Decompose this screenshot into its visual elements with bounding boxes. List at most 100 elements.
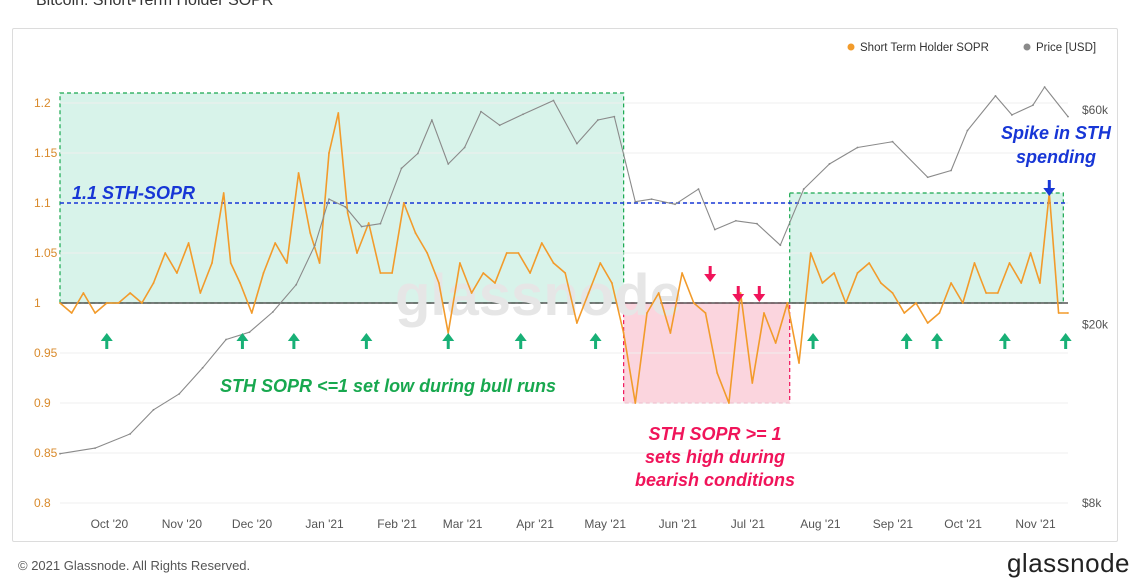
series-0-point-67 bbox=[821, 282, 824, 284]
series-0-point-68 bbox=[833, 272, 836, 274]
low-arrow-1-head bbox=[236, 333, 249, 341]
series-0-point-28 bbox=[367, 222, 370, 224]
legend-label-price: Price [USD] bbox=[1036, 42, 1096, 54]
y-tick-label-4: 1 bbox=[34, 296, 41, 310]
low-arrow-0 bbox=[100, 333, 113, 349]
series-0-point-78 bbox=[950, 282, 952, 284]
series-0-point-74 bbox=[903, 312, 906, 314]
series-0-point-65 bbox=[798, 362, 800, 364]
series-0-point-49 bbox=[611, 282, 613, 284]
series-0-point-37 bbox=[470, 292, 473, 294]
series-1-point-38 bbox=[891, 140, 894, 143]
low-arrow-8 bbox=[900, 333, 913, 349]
series-0-point-61 bbox=[751, 382, 754, 384]
x-tick-label-12: Oct '21 bbox=[944, 517, 982, 531]
series-0-point-79 bbox=[961, 302, 964, 304]
series-0-point-23 bbox=[318, 262, 321, 264]
series-0-point-51 bbox=[634, 402, 637, 404]
series-0-point-64 bbox=[786, 302, 789, 304]
series-0-point-77 bbox=[938, 312, 941, 314]
series-1-point-39 bbox=[926, 176, 929, 179]
series-1-point-22 bbox=[522, 113, 524, 116]
legend-label-sopr: Short Term Holder SOPR bbox=[860, 42, 989, 54]
series-0-point-17 bbox=[250, 312, 253, 314]
series-0-point-57 bbox=[704, 312, 707, 314]
high-arrow-2-head bbox=[753, 294, 766, 302]
x-tick-label-11: Sep '21 bbox=[873, 517, 914, 531]
series-1-point-3 bbox=[152, 408, 155, 411]
series-1-point-26 bbox=[613, 115, 616, 118]
series-1-point-30 bbox=[697, 188, 700, 190]
low-arrow-5-head bbox=[514, 333, 527, 341]
series-0-point-22 bbox=[309, 232, 312, 234]
series-line-0 bbox=[59, 112, 1068, 404]
series-1-point-42 bbox=[994, 94, 997, 97]
series-0-point-26 bbox=[346, 212, 349, 214]
series-1-point-5 bbox=[201, 366, 204, 369]
series-1-point-20 bbox=[480, 110, 482, 113]
x-tick-label-13: Nov '21 bbox=[1015, 517, 1056, 531]
x-tick-label-9: Jul '21 bbox=[731, 517, 766, 531]
series-0-point-70 bbox=[856, 272, 859, 274]
series-1-point-6 bbox=[225, 338, 227, 341]
series-1-point-14 bbox=[379, 222, 382, 225]
series-0-point-82 bbox=[996, 292, 999, 294]
series-1-point-44 bbox=[1032, 104, 1034, 107]
low-arrow-3-head bbox=[360, 333, 373, 341]
series-0-point-10 bbox=[176, 272, 178, 274]
low-arrow-9-head bbox=[931, 333, 944, 341]
series-1-point-2 bbox=[129, 433, 132, 435]
series-1-point-31 bbox=[713, 228, 716, 231]
x-tick-label-1: Nov '20 bbox=[162, 517, 203, 531]
series-0-point-48 bbox=[599, 262, 602, 264]
series-0-point-63 bbox=[774, 342, 777, 344]
series-0-point-15 bbox=[229, 262, 232, 264]
legend-marker-price bbox=[1023, 43, 1031, 51]
series-0-point-53 bbox=[657, 292, 660, 294]
series-1-point-9 bbox=[295, 283, 298, 286]
series-0-point-12 bbox=[199, 292, 202, 294]
series-1-point-4 bbox=[178, 392, 181, 395]
series-1-point-0 bbox=[59, 452, 61, 455]
shaded-region-2 bbox=[789, 192, 1064, 304]
series-0-point-73 bbox=[891, 292, 894, 294]
x-tick-label-8: Jun '21 bbox=[659, 517, 698, 531]
series-1-point-46 bbox=[1067, 115, 1069, 118]
series-0-point-32 bbox=[414, 232, 417, 234]
series-0-point-5 bbox=[117, 302, 120, 304]
series-0-point-44 bbox=[552, 262, 555, 264]
series-0-point-81 bbox=[985, 292, 988, 294]
series-1-point-17 bbox=[430, 119, 433, 121]
low-arrow-11-head bbox=[1059, 333, 1072, 341]
x-tick-label-6: Apr '21 bbox=[516, 517, 554, 531]
series-0-point-66 bbox=[809, 252, 812, 254]
series-0-point-13 bbox=[211, 262, 213, 264]
x-tick-label-4: Feb '21 bbox=[377, 517, 417, 531]
series-0-point-2 bbox=[82, 292, 85, 294]
low-arrow-4-head bbox=[442, 333, 455, 341]
series-0-point-45 bbox=[564, 272, 567, 274]
y-tick-label-5: 1.05 bbox=[34, 246, 58, 260]
x-tick-label-3: Jan '21 bbox=[305, 517, 344, 531]
page-title: Bitcoin: Short-Term Holder SOPR bbox=[36, 0, 274, 9]
series-1-point-28 bbox=[650, 198, 653, 200]
watermark: glassnode bbox=[395, 263, 682, 328]
series-1-point-40 bbox=[950, 169, 952, 172]
series-0-point-25 bbox=[337, 112, 340, 114]
low-arrow-5 bbox=[514, 333, 527, 349]
y-tick-label-7: 1.15 bbox=[34, 146, 58, 160]
bear-annotation-line-2: sets high during bbox=[645, 447, 785, 467]
y-right-tick-label-1: $20k bbox=[1082, 317, 1109, 331]
series-0-point-88 bbox=[1057, 312, 1060, 314]
high-arrow-0-head bbox=[704, 274, 717, 282]
series-1-point-34 bbox=[779, 244, 782, 247]
low-arrow-7-head bbox=[807, 333, 820, 341]
low-arrow-4 bbox=[442, 333, 455, 349]
bear-annotation-line-3: bearish conditions bbox=[635, 470, 795, 490]
series-0-point-55 bbox=[681, 272, 684, 274]
series-0-point-89 bbox=[1067, 312, 1069, 314]
series-0-point-76 bbox=[926, 322, 929, 324]
series-0-point-56 bbox=[692, 302, 695, 304]
spike-annotation-line-1: Spike in STH bbox=[1001, 123, 1112, 143]
low-arrow-2 bbox=[287, 333, 300, 349]
